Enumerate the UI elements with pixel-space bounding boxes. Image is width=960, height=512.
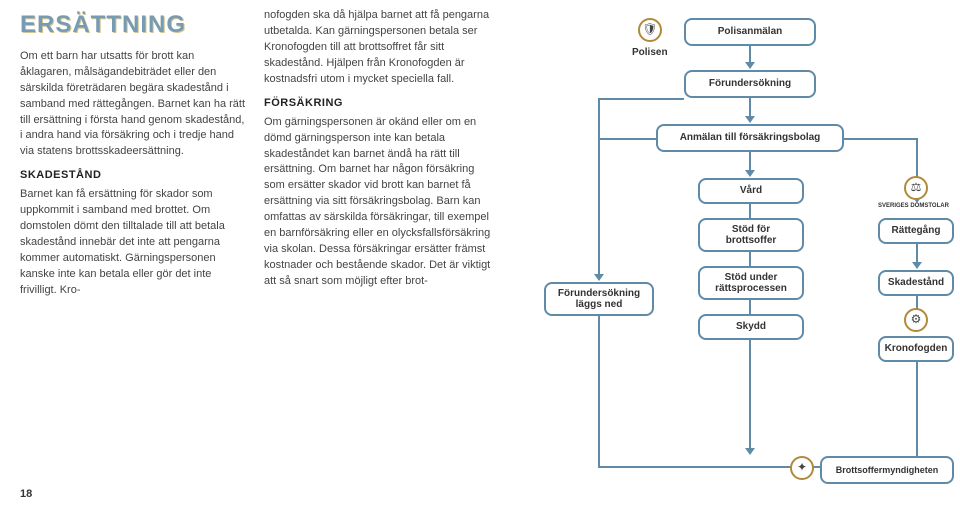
node-kronofogden: Kronofogden (878, 336, 954, 362)
col1-para2: Barnet kan få ersättning för skador som … (20, 187, 248, 299)
col1-para1: Om ett barn har utsatts för brott kan åk… (20, 49, 248, 161)
page-number: 18 (20, 488, 32, 500)
node-stod-brottsoffer: Stöd för brottsoffer (698, 218, 804, 252)
node-skadestand: Skadestånd (878, 270, 954, 296)
arrow-icon (594, 274, 604, 281)
shield-icon: 🛡 (642, 21, 657, 38)
edge (598, 466, 816, 468)
col2-para2: Om gärningspersonen är okänd eller om en… (264, 115, 492, 290)
node-rattegang: Rättegång (878, 218, 954, 244)
arrow-icon (745, 448, 755, 455)
domstolar-label: SVERIGES DOMSTOLAR (878, 202, 949, 211)
node-skydd: Skydd (698, 314, 804, 340)
node-vard: Vård (698, 178, 804, 204)
edge (749, 204, 751, 218)
node-forund-laggs-ned: Förundersökning läggs ned (544, 282, 654, 316)
col2-para1: nofogden ska då hjälpa barnet att få pen… (264, 8, 492, 88)
gear-icon: ⚙ (911, 311, 922, 328)
edge (598, 138, 656, 140)
star-icon: ✦ (797, 459, 807, 476)
edge (749, 300, 751, 314)
arrow-icon (745, 116, 755, 123)
edge (598, 98, 684, 100)
edge (749, 340, 751, 450)
node-anmalan: Anmälan till försäkringsbolag (656, 124, 844, 152)
arrow-icon (745, 62, 755, 69)
brottsoffermyndigheten-icon: ✦ (790, 456, 814, 480)
page-title: ERSÄTTNING (20, 8, 248, 43)
edge (598, 316, 600, 466)
edge (749, 152, 751, 172)
edge (916, 362, 918, 466)
arrow-icon (912, 262, 922, 269)
polisen-icon: 🛡 (638, 18, 662, 42)
col1-subhead: SKADESTÅND (20, 168, 248, 184)
polisen-label: Polisen (632, 46, 668, 61)
node-forundersokning: Förundersökning (684, 70, 816, 98)
col2-subhead: FÖRSÄKRING (264, 96, 492, 112)
arrow-icon (745, 170, 755, 177)
flowchart: 🛡 Polisen Polisanmälan Förundersökning A… (508, 8, 952, 504)
domstolar-icon: ⚖ (904, 176, 928, 200)
edge (916, 244, 918, 264)
node-stod-rattsprocessen: Stöd under rättsprocessen (698, 266, 804, 300)
node-brottsoffermyndigheten: Brottsoffermyndigheten (820, 456, 954, 484)
scales-icon: ⚖ (911, 179, 922, 196)
edge (598, 98, 600, 278)
kronofogden-icon: ⚙ (904, 308, 928, 332)
edge (844, 138, 918, 140)
edge (749, 98, 751, 118)
node-polisanmalan: Polisanmälan (684, 18, 816, 46)
edge (749, 252, 751, 266)
